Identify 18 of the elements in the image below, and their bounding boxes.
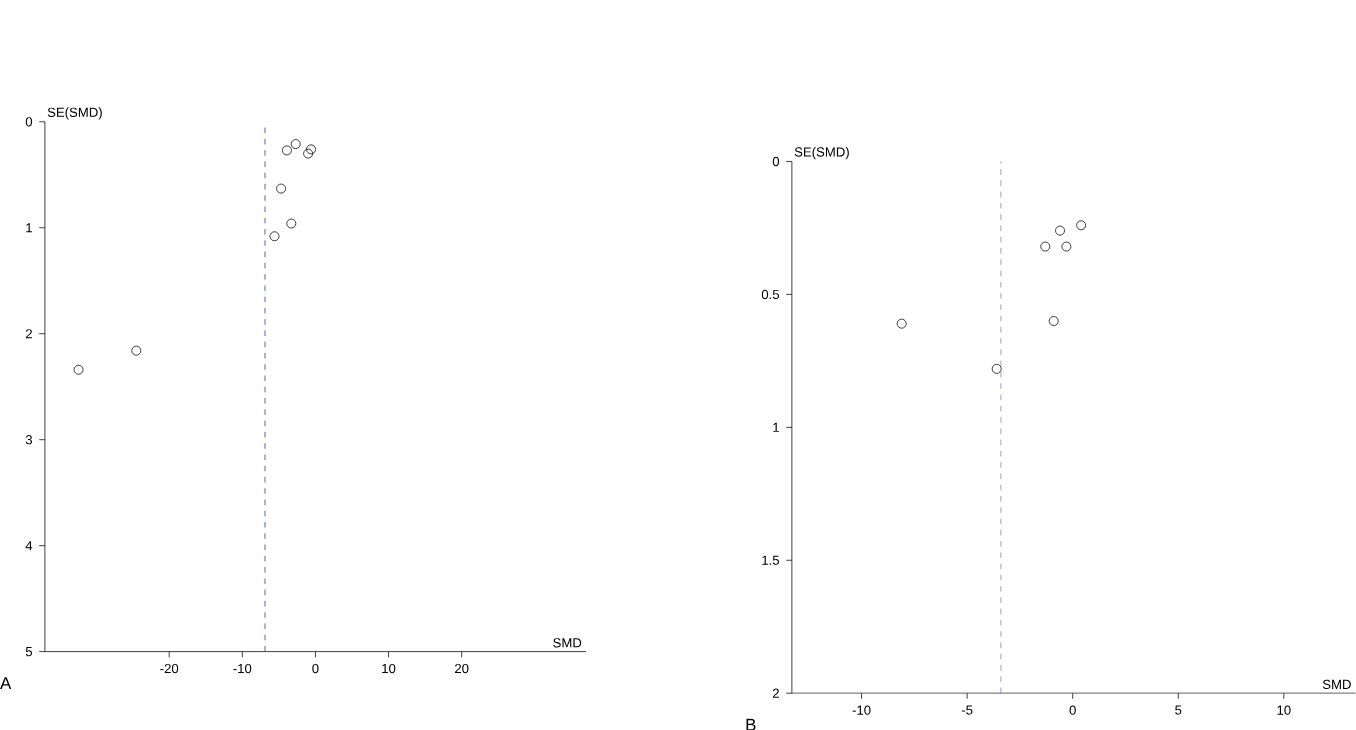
point	[73, 364, 84, 375]
text: A	[0, 677, 12, 689]
point	[1055, 225, 1065, 236]
point	[290, 138, 301, 149]
point	[276, 183, 286, 194]
point	[1061, 241, 1072, 252]
point	[1040, 241, 1051, 252]
point	[896, 318, 907, 329]
point	[269, 231, 280, 241]
point	[286, 218, 297, 229]
point	[1048, 315, 1059, 326]
text: B	[746, 718, 756, 730]
point	[282, 145, 292, 156]
point	[306, 144, 316, 155]
point	[303, 148, 314, 159]
point	[131, 345, 142, 356]
point	[991, 363, 1002, 374]
point	[1076, 220, 1087, 230]
